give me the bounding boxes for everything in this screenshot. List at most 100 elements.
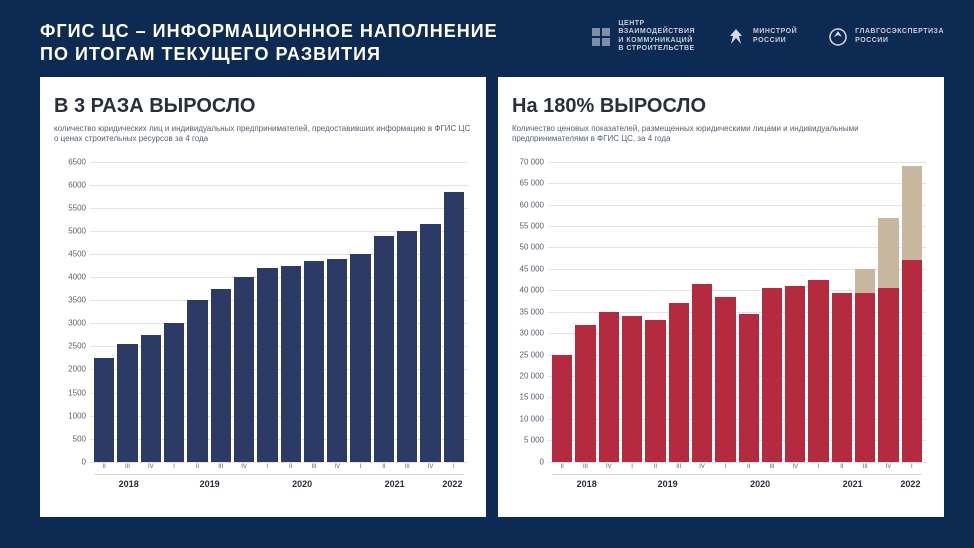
- header: ФГИС ЦС – ИНФОРМАЦИОННОЕ НАПОЛНЕНИЕ ПО И…: [0, 0, 974, 77]
- xtick: II: [187, 464, 207, 470]
- chart-left-plot: 0500100015002000250030003500400045005000…: [90, 162, 468, 462]
- eagle-icon: [725, 26, 747, 48]
- bar: [234, 162, 254, 462]
- bar: [420, 162, 440, 462]
- chart-right-panel: На 180% ВЫРОСЛО Количество ценовых показ…: [498, 77, 944, 517]
- ytick: 5500: [54, 203, 86, 212]
- bar: [350, 162, 370, 462]
- chart-left-years: 20182019202020212022: [90, 470, 468, 489]
- bar: [622, 162, 642, 462]
- xtick: III: [575, 464, 595, 470]
- xtick: I: [622, 464, 642, 470]
- xtick: II: [645, 464, 665, 470]
- xtick: II: [374, 464, 394, 470]
- bar: [575, 162, 595, 462]
- bar: [832, 162, 852, 462]
- xtick: III: [211, 464, 231, 470]
- logo-center: ЦЕНТР ВЗАИМОДЕЙСТВИЯ И КОММУНИКАЦИЙ В СТ…: [590, 20, 695, 54]
- chart-right-headline: На 180% ВЫРОСЛО: [512, 95, 930, 118]
- bar: [187, 162, 207, 462]
- bar: [902, 162, 922, 462]
- chart-right-years: 20182019202020212022: [548, 470, 926, 489]
- xtick: II: [281, 464, 301, 470]
- ytick: 40 000: [512, 286, 544, 295]
- bar: [762, 162, 782, 462]
- ytick: 1000: [54, 411, 86, 420]
- xtick: II: [832, 464, 852, 470]
- year-label: 2021: [348, 474, 441, 489]
- ytick: 500: [54, 434, 86, 443]
- chart-right-subtitle: Количество ценовых показателей, размещен…: [512, 124, 930, 152]
- year-label: 2019: [621, 474, 714, 489]
- xtick: IV: [599, 464, 619, 470]
- chart-left-panel: В 3 РАЗА ВЫРОСЛО количество юридических …: [40, 77, 486, 517]
- chart-left-headline: В 3 РАЗА ВЫРОСЛО: [54, 95, 472, 118]
- chart-left-xticks: IIIIIIVIIIIIIIVIIIIIIIVIIIIIIIVI: [90, 462, 468, 470]
- xtick: II: [552, 464, 572, 470]
- ytick: 35 000: [512, 307, 544, 316]
- xtick: I: [715, 464, 735, 470]
- xtick: I: [902, 464, 922, 470]
- xtick: III: [762, 464, 782, 470]
- bar: [599, 162, 619, 462]
- ytick: 0: [54, 457, 86, 466]
- xtick: IV: [692, 464, 712, 470]
- bar: [117, 162, 137, 462]
- ytick: 2500: [54, 342, 86, 351]
- xtick: IV: [785, 464, 805, 470]
- ytick: 3000: [54, 319, 86, 328]
- ytick: 15 000: [512, 393, 544, 402]
- ytick: 4500: [54, 250, 86, 259]
- xtick: IV: [420, 464, 440, 470]
- chart-right-xticks: IIIIIIVIIIIIIIVIIIIIIIVIIIIIIIVI: [548, 462, 926, 470]
- xtick: II: [739, 464, 759, 470]
- ytick: 60 000: [512, 200, 544, 209]
- xtick: IV: [878, 464, 898, 470]
- bar: [444, 162, 464, 462]
- bar: [141, 162, 161, 462]
- xtick: IV: [234, 464, 254, 470]
- chart-right-plot: 05 00010 00015 00020 00025 00030 00035 0…: [548, 162, 926, 462]
- xtick: I: [350, 464, 370, 470]
- bar: [645, 162, 665, 462]
- bar: [715, 162, 735, 462]
- year-label: 2022: [899, 474, 922, 489]
- glavgos-icon: [827, 26, 849, 48]
- xtick: III: [669, 464, 689, 470]
- chart-left-subtitle: количество юридических лиц и индивидуаль…: [54, 124, 472, 152]
- bar: [374, 162, 394, 462]
- ytick: 20 000: [512, 372, 544, 381]
- year-label: 2022: [441, 474, 464, 489]
- ytick: 1500: [54, 388, 86, 397]
- ytick: 55 000: [512, 222, 544, 231]
- ytick: 10 000: [512, 414, 544, 423]
- year-label: 2021: [806, 474, 899, 489]
- bar: [692, 162, 712, 462]
- xtick: III: [397, 464, 417, 470]
- ytick: 30 000: [512, 329, 544, 338]
- logo-glavgos: ГЛАВГОСЭКСПЕРТИЗА РОССИИ: [827, 26, 944, 48]
- ytick: 5 000: [512, 436, 544, 445]
- xtick: II: [94, 464, 114, 470]
- center-icon: [590, 26, 612, 48]
- bar: [211, 162, 231, 462]
- ytick: 70 000: [512, 157, 544, 166]
- ytick: 45 000: [512, 264, 544, 273]
- bar: [304, 162, 324, 462]
- year-label: 2018: [552, 474, 621, 489]
- bar: [397, 162, 417, 462]
- bar: [669, 162, 689, 462]
- ytick: 4000: [54, 273, 86, 282]
- logos-row: ЦЕНТР ВЗАИМОДЕЙСТВИЯ И КОММУНИКАЦИЙ В СТ…: [590, 20, 944, 54]
- xtick: I: [444, 464, 464, 470]
- year-label: 2020: [714, 474, 807, 489]
- xtick: I: [808, 464, 828, 470]
- bar: [281, 162, 301, 462]
- bar: [164, 162, 184, 462]
- bar: [785, 162, 805, 462]
- ytick: 6500: [54, 157, 86, 166]
- year-label: 2019: [163, 474, 256, 489]
- xtick: III: [855, 464, 875, 470]
- ytick: 50 000: [512, 243, 544, 252]
- logo-minstroy: МИНСТРОЙ РОССИИ: [725, 26, 797, 48]
